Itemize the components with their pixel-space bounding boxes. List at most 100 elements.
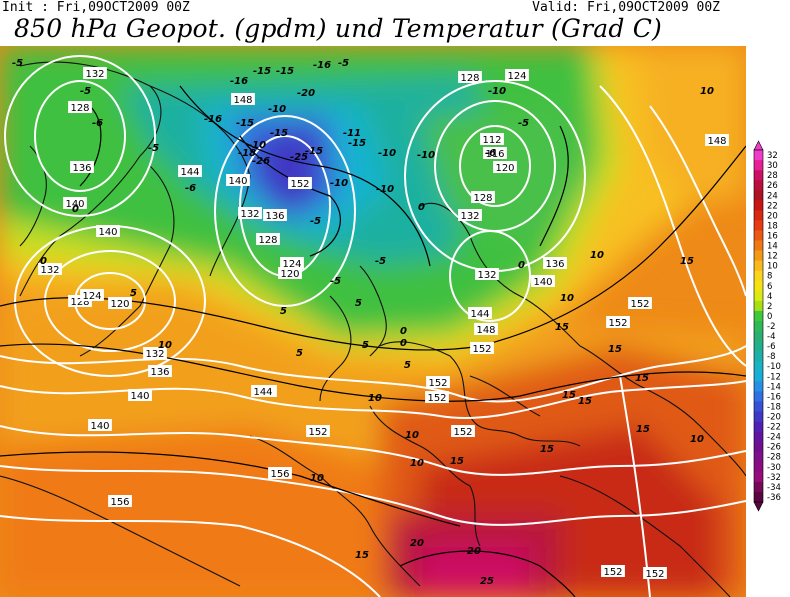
geopotential-label: 152	[470, 342, 494, 355]
svg-text:128: 128	[460, 73, 479, 84]
svg-text:132: 132	[85, 69, 104, 80]
svg-text:136: 136	[150, 367, 169, 378]
temperature-label: -26	[252, 156, 270, 167]
temperature-label: -10	[376, 184, 394, 195]
colorbar-label: -22	[767, 423, 781, 433]
temperature-label: 10	[158, 340, 172, 351]
geopotential-label: 124	[280, 257, 304, 270]
svg-text:156: 156	[110, 497, 129, 508]
temperature-label: -10	[330, 178, 348, 189]
temperature-label: 0	[40, 256, 47, 267]
colorbar-label: 26	[767, 181, 778, 191]
svg-text:140: 140	[90, 421, 109, 432]
temperature-label: 10	[310, 473, 324, 484]
temperature-label: 15	[540, 444, 554, 455]
temperature-label: -5	[12, 58, 23, 69]
geopotential-label: 152	[628, 297, 652, 310]
colorbar-label: 6	[767, 282, 772, 292]
colorbar-label: 14	[767, 242, 778, 252]
colorbar-label: 12	[767, 252, 778, 262]
colorbar-swatch	[754, 351, 763, 362]
coastlines	[0, 61, 746, 597]
svg-text:120: 120	[110, 299, 129, 310]
colorbar-label: -34	[767, 483, 781, 493]
geopotential-label: 148	[231, 93, 255, 106]
svg-text:120: 120	[280, 269, 299, 280]
temperature-label: 10	[560, 293, 574, 304]
colorbar-label: -26	[767, 443, 781, 453]
temperature-label: 25	[480, 576, 494, 587]
svg-text:152: 152	[427, 393, 446, 404]
temperature-label: 5	[404, 360, 411, 371]
colorbar-label: -36	[767, 493, 781, 503]
geopotential-label: 156	[268, 467, 292, 480]
temperature-isolines	[0, 85, 746, 597]
temperature-label: 20	[410, 538, 424, 549]
colorbar-arrow-top	[753, 140, 764, 151]
temperature-label: 15	[635, 373, 649, 384]
colorbar-swatch	[754, 210, 763, 221]
colorbar-swatch	[754, 280, 763, 292]
colorbar-label: 4	[767, 292, 772, 302]
svg-text:152: 152	[645, 569, 664, 580]
temperature-label: 5	[362, 340, 369, 351]
geopotential-label: 156	[108, 495, 132, 508]
colorbar-swatch	[754, 190, 763, 201]
colorbar-label: 20	[767, 211, 778, 221]
colorbar-swatch	[754, 200, 763, 211]
colorbar-swatch	[754, 150, 763, 161]
colorbar-label: -4	[767, 332, 775, 342]
colorbar-swatch	[754, 230, 763, 241]
temperature-label: -15	[305, 146, 323, 157]
svg-text:152: 152	[608, 318, 627, 329]
svg-text:132: 132	[40, 265, 59, 276]
colorbar-label: 22	[767, 201, 778, 211]
colorbar-swatch	[754, 170, 763, 181]
svg-text:132: 132	[240, 209, 259, 220]
temperature-label: -16	[313, 60, 331, 71]
geopotential-label: 152	[601, 565, 625, 578]
colorbar-swatch	[754, 481, 763, 493]
temperature-label: 15	[555, 322, 569, 333]
colorbar-label: -12	[767, 372, 781, 382]
svg-text:140: 140	[98, 227, 117, 238]
temperature-label: -5	[80, 86, 91, 97]
svg-text:128: 128	[473, 193, 492, 204]
colorbar-label: 24	[767, 191, 778, 201]
geopotential-label: 152	[426, 376, 450, 389]
geopotential-label: 136	[543, 257, 567, 270]
geopotential-label: 136	[70, 161, 94, 174]
temperature-label: 0	[418, 202, 425, 213]
geopotential-label: 128	[256, 233, 280, 246]
colorbar-swatch	[754, 320, 763, 332]
svg-text:128: 128	[70, 103, 89, 114]
temperature-label: 10	[410, 458, 424, 469]
svg-text:132: 132	[145, 349, 164, 360]
geopotential-label: 144	[468, 307, 492, 320]
temperature-label: -15	[270, 128, 288, 139]
temperature-label: -16	[204, 114, 222, 125]
colorbar-label: 30	[767, 161, 778, 171]
colorbar-arrow-bottom	[753, 501, 764, 512]
geopotential-label: 152	[425, 391, 449, 404]
geopotential-label: 140	[531, 275, 555, 288]
temperature-label: -5	[375, 256, 386, 267]
colorbar-label: -24	[767, 433, 781, 443]
geopotential-label: 128	[458, 71, 482, 84]
temperature-label: 15	[636, 424, 650, 435]
colorbar-label: 10	[767, 262, 778, 272]
geopotential-label: 136	[263, 209, 287, 222]
temperature-label: 15	[680, 256, 694, 267]
svg-text:136: 136	[265, 211, 284, 222]
geopotential-label: 148	[705, 134, 729, 147]
map-title: 850 hPa Geopot. (gpdm) und Temperatur (G…	[14, 14, 662, 43]
svg-text:116: 116	[485, 149, 504, 160]
temperature-label: 5	[130, 288, 137, 299]
svg-text:144: 144	[180, 167, 199, 178]
colorbar-swatch	[754, 310, 763, 322]
colorbar-swatch	[754, 441, 763, 453]
geopotential-label: 140	[226, 174, 250, 187]
temperature-field	[0, 46, 746, 597]
temperature-label: 20	[467, 546, 481, 557]
colorbar-label: -20	[767, 413, 781, 423]
